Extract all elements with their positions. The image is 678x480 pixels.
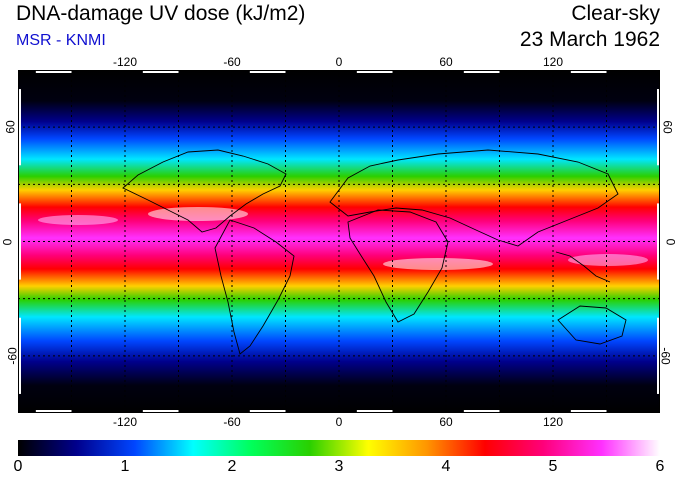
- lat-tick-label: 0: [663, 238, 678, 245]
- colorbar-tick-label: 4: [441, 458, 451, 475]
- colorbar-fill: [18, 440, 660, 456]
- frame-tick-mark: [463, 70, 500, 73]
- lat-tick-label: 0: [0, 238, 15, 245]
- frame-tick-mark: [249, 410, 286, 413]
- frame-tick-mark: [356, 70, 393, 73]
- lon-tick-label: -60: [223, 415, 241, 429]
- lon-tick-label: -120: [112, 55, 138, 69]
- frame-tick-mark: [18, 89, 21, 166]
- colorbar-tick-label: 6: [655, 458, 665, 475]
- lat-tick-label: 60: [3, 120, 18, 134]
- frame-tick-mark: [142, 70, 179, 73]
- uv-dose-map: [18, 70, 660, 413]
- frame-tick-mark: [18, 203, 21, 280]
- graticule: [18, 70, 660, 413]
- frame-tick-mark: [463, 410, 500, 413]
- lon-tick-label: 60: [439, 415, 453, 429]
- colorbar-tick-label: 0: [13, 458, 23, 475]
- frame-tick-mark: [356, 410, 393, 413]
- lon-tick-label: 120: [542, 415, 564, 429]
- map-frame: [18, 70, 660, 413]
- lon-tick-label: 0: [335, 415, 343, 429]
- lon-tick-label: 60: [439, 55, 453, 69]
- frame-tick-mark: [657, 89, 660, 166]
- coastlines: [122, 149, 627, 355]
- frame-tick-mark: [570, 70, 607, 73]
- uv-highlights: [38, 207, 648, 270]
- frame-tick-mark: [570, 410, 607, 413]
- sky-condition: Clear-sky: [571, 2, 660, 25]
- lon-tick-label: 120: [542, 55, 564, 69]
- frame-tick-mark: [35, 70, 72, 73]
- frame-ticks: [18, 70, 660, 413]
- lat-tick-label: 60: [660, 120, 675, 134]
- colorbar-tick-label: 3: [334, 458, 344, 475]
- lat-tick-label: -60: [658, 347, 673, 365]
- colorbar-tick-label: 1: [120, 458, 130, 475]
- lon-tick-label: -120: [112, 415, 138, 429]
- colorbar-tick-label: 5: [548, 458, 558, 475]
- frame-tick-mark: [142, 410, 179, 413]
- lon-tick-label: 0: [335, 55, 343, 69]
- lon-tick-label: -60: [223, 55, 241, 69]
- frame-tick-mark: [657, 317, 660, 394]
- data-source: MSR - KNMI: [16, 32, 106, 49]
- frame-tick-mark: [657, 203, 660, 280]
- colorbar: [18, 440, 660, 456]
- frame-tick-mark: [249, 70, 286, 73]
- map-date: 23 March 1962: [519, 28, 660, 51]
- frame-tick-mark: [35, 410, 72, 413]
- colorbar-tick-label: 2: [227, 458, 237, 475]
- frame-tick-mark: [18, 317, 21, 394]
- map-title: DNA-damage UV dose (kJ/m2): [16, 2, 306, 25]
